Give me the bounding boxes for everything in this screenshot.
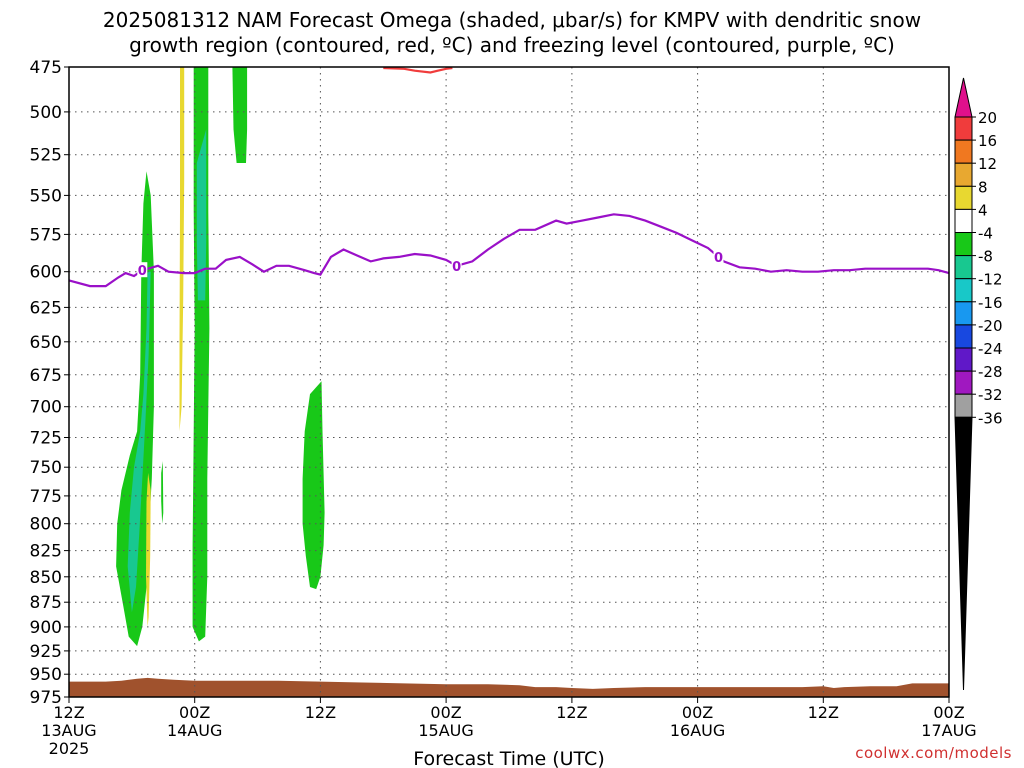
y-tick-label: 650 <box>30 333 62 353</box>
colorbar-label: -36 <box>978 409 1003 427</box>
y-tick-label: 975 <box>30 688 62 708</box>
y-tick-label: 800 <box>30 515 62 535</box>
colorbar-bottom-arrow <box>954 416 973 691</box>
omega-region-1 <box>116 171 154 647</box>
x-tick-label: 00Z <box>933 703 964 722</box>
x-tick-label: 12Z <box>808 703 839 722</box>
colorbar-label: -20 <box>978 317 1003 335</box>
omega-region-9 <box>302 381 325 590</box>
colorbar-label: -4 <box>978 225 993 243</box>
omega-region-3 <box>146 473 151 627</box>
colorbar-segment <box>954 393 973 418</box>
contour-layer: 0 0 0 <box>68 66 950 288</box>
freezing-level-label-bg <box>137 262 148 278</box>
colorbar-segment <box>954 139 973 164</box>
colorbar-label: -12 <box>978 271 1003 289</box>
y-axis: 475 500 525 550 575 600 625 650 675 700 725 750 775 8… <box>30 58 69 708</box>
colorbar-label: 20 <box>978 109 997 127</box>
colorbar-segment <box>954 347 973 372</box>
y-tick-label: 475 <box>30 58 62 78</box>
colorbar-top-arrow <box>954 77 973 118</box>
x-tick-label: 00Z <box>682 703 713 722</box>
colorbar-segment <box>954 232 973 257</box>
colorbar-segment <box>954 255 973 280</box>
freezing-level-contour <box>68 213 950 288</box>
site-credit: coolwx.com/models <box>855 744 1012 762</box>
colorbar-label: 16 <box>978 132 997 150</box>
colorbar-label: 4 <box>978 201 988 219</box>
chart-title: 2025081312 NAM Forecast Omega (shaded, μ… <box>0 8 1024 58</box>
colorbar-label: -24 <box>978 340 1003 358</box>
terrain-fill <box>69 677 949 697</box>
x-tick-label: 00Z <box>430 703 461 722</box>
colorbar: 20 16 12 8 4 -4 -8 -12 -16 -20 -24 -28 -32 -36 <box>954 77 1003 691</box>
colorbar-segment <box>954 185 973 210</box>
x-tick-label: 12Z <box>556 703 587 722</box>
x-tick-label: 14AUG <box>167 721 222 740</box>
y-tick-label: 500 <box>30 103 62 123</box>
freezing-level-label-bg <box>713 248 724 264</box>
freezing-level-label: 0 <box>714 251 723 266</box>
freezing-level-label: 0 <box>138 264 147 279</box>
y-tick-label: 875 <box>30 593 62 613</box>
x-tick-label: 17AUG <box>921 721 976 740</box>
colorbar-segment <box>954 370 973 395</box>
y-tick-label: 925 <box>30 642 62 662</box>
chart-title-line-1: 2025081312 NAM Forecast Omega (shaded, μ… <box>102 8 922 32</box>
colorbar-segment <box>954 324 973 349</box>
colorbar-label: -32 <box>978 386 1003 404</box>
y-tick-label: 525 <box>30 146 62 166</box>
y-tick-label: 750 <box>30 458 62 478</box>
plot-frame <box>68 66 950 698</box>
y-tick-label: 850 <box>30 568 62 588</box>
x-tick-label: 12Z <box>53 703 84 722</box>
colorbar-segment <box>954 208 973 233</box>
freezing-level-label: 0 <box>452 260 461 275</box>
colorbar-segment <box>954 116 973 141</box>
x-tick-label: 15AUG <box>418 721 473 740</box>
omega-region-2 <box>127 271 151 613</box>
y-tick-label: 675 <box>30 366 62 386</box>
y-tick-label: 575 <box>30 225 62 245</box>
chart-title-line-2: growth region (contoured, red, ºC) and f… <box>129 33 895 57</box>
y-tick-label: 775 <box>30 487 62 507</box>
x-tick-label: 16AUG <box>670 721 725 740</box>
x-tick-label: 13AUG <box>41 721 96 740</box>
y-tick-label: 825 <box>30 542 62 562</box>
omega-region-8 <box>232 67 248 163</box>
colorbar-segment <box>954 301 973 326</box>
terrain-layer <box>69 677 949 697</box>
colorbar-segment <box>954 278 973 303</box>
omega-region-7 <box>196 129 207 301</box>
colorbar-label: -28 <box>978 363 1003 381</box>
omega-shading-layer <box>116 67 325 647</box>
omega-region-5 <box>179 67 185 432</box>
y-tick-label: 725 <box>30 429 62 449</box>
y-tick-label: 700 <box>30 398 62 418</box>
colorbar-label: -16 <box>978 294 1003 312</box>
omega-region-4 <box>161 461 164 524</box>
y-tick-label: 600 <box>30 263 62 283</box>
colorbar-label: 12 <box>978 155 997 173</box>
colorbar-label: -8 <box>978 248 993 266</box>
y-tick-label: 900 <box>30 618 62 638</box>
y-tick-label: 550 <box>30 186 62 206</box>
freezing-level-label-bg <box>451 257 462 273</box>
colorbar-label: 8 <box>978 178 988 196</box>
y-tick-label: 950 <box>30 665 62 685</box>
x-tick-label: 12Z <box>305 703 336 722</box>
x-tick-label: 2025 <box>49 739 90 758</box>
y-tick-label: 625 <box>30 298 62 318</box>
x-tick-label: 00Z <box>179 703 210 722</box>
x-axis-title: Forecast Time (UTC) <box>413 748 604 768</box>
dendritic-growth-contour <box>383 66 453 74</box>
colorbar-segment <box>954 162 973 187</box>
